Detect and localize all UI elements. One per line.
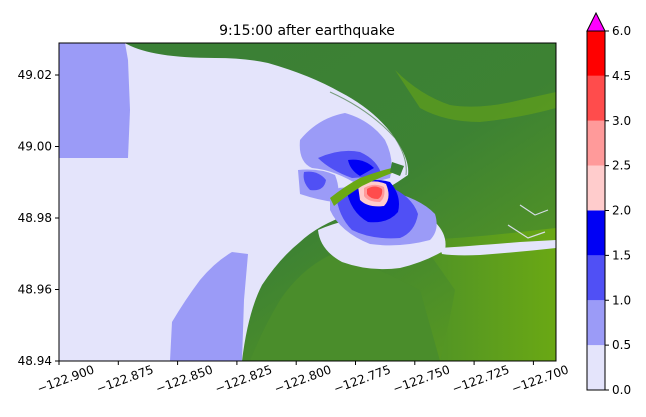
colorbar-tick-label: 1.0 (612, 293, 631, 307)
river-valley (395, 70, 556, 122)
colorbar: 0.0 0.5 1.0 1.5 2.0 2.5 3.0 4.5 6.0 (586, 11, 631, 397)
colorbar-segment (587, 75, 605, 121)
colorbar-extend (586, 11, 606, 32)
y-tick-label: 48.98 (18, 211, 52, 225)
x-tick-label: −122.850 (154, 362, 215, 396)
x-axis: −122.900−122.875−122.850−122.825−122.800… (35, 361, 570, 396)
map-plot-area (59, 43, 556, 361)
colorbar-tick-label: 1.5 (612, 248, 631, 262)
y-tick-label: 48.96 (18, 283, 52, 297)
coastline (329, 91, 407, 176)
plot-frame (58, 42, 557, 362)
colorbar-tick-label: 0.5 (612, 338, 631, 352)
x-tick-label: −122.825 (213, 362, 274, 396)
colorbar-segment (587, 300, 605, 346)
water-1-0-bank (303, 171, 326, 191)
x-tick-label: −122.700 (510, 362, 571, 396)
land-south-lowland (250, 255, 440, 361)
x-tick-label: −122.800 (272, 362, 333, 396)
colorbar-tick-label: 3.0 (612, 114, 631, 128)
sandbar (330, 168, 395, 206)
colorbar-tick-label: 6.0 (612, 24, 631, 38)
colorbar-segment (587, 345, 605, 390)
x-tick-label: −122.775 (332, 362, 393, 396)
y-tick-label: 49.00 (18, 140, 52, 154)
x-tick-label: −122.750 (391, 362, 452, 396)
water-0-5-southwest (170, 252, 248, 361)
colorbar-tick-label: 4.5 (612, 69, 631, 83)
water-0-0-sound (440, 240, 556, 256)
y-tick-label: 49.02 (18, 68, 52, 82)
land-east-lowland (420, 228, 556, 361)
y-tick-label: 48.94 (18, 354, 52, 368)
y-axis: 48.94 48.96 48.98 49.00 49.02 (18, 68, 59, 368)
x-tick-label: −122.875 (94, 362, 155, 396)
water-0-5-west (59, 43, 130, 158)
colorbar-segment (587, 255, 605, 301)
x-tick-label: −122.725 (450, 362, 511, 396)
map-title: 9:15:00 after earthquake (219, 23, 395, 39)
colorbar-segment (587, 31, 605, 76)
water-1-5-north (348, 159, 374, 176)
colorbar-segment (587, 120, 605, 166)
river-lines (507, 204, 549, 239)
sandbar-tip (390, 162, 404, 176)
colorbar-segment (587, 165, 605, 211)
colorbar-tick-label: 2.0 (612, 204, 631, 218)
colorbar-tick-label: 0.0 (612, 383, 631, 397)
colorbar-tick-label: 2.5 (612, 159, 631, 173)
colorbar-segment (587, 210, 605, 256)
water-3-0 (367, 186, 383, 199)
